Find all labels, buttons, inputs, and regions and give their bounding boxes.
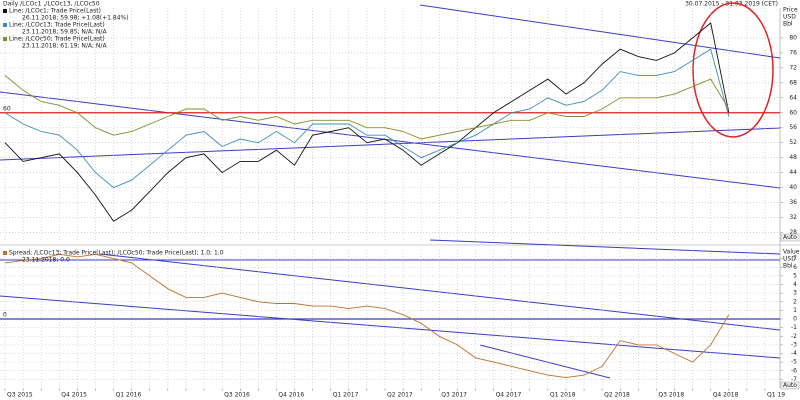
y-tick-label: 56 (789, 124, 797, 131)
y-tick-label: -5 (791, 359, 797, 366)
trend-lines (0, 4, 781, 379)
y-tick-label: 64 (789, 94, 797, 101)
x-tick-label: Q4 2018 (713, 392, 739, 399)
axis-label: Value (783, 249, 800, 256)
y-tick-label: 5 (793, 272, 797, 279)
series-line (4, 253, 730, 379)
y-tick-label: 4 (793, 281, 797, 288)
trend-line (419, 4, 781, 59)
y-tick-label: 28 (789, 229, 797, 236)
x-tick-label: Q4 2017 (496, 392, 522, 399)
y-tick-label: -2 (791, 333, 797, 340)
y-tick-label: 36 (789, 199, 797, 206)
chart-title: Daily /LCOc1 ,/LCOc13, /LCOc50 (3, 1, 100, 8)
legend-name: Line; /LCOc1; Trade Price(Last) (9, 8, 101, 15)
x-tick-label: Q4 2015 (61, 392, 87, 399)
axis-label: USD (783, 14, 796, 21)
y-tick-label: 1 (793, 307, 797, 314)
axis-label: Bbl (783, 21, 793, 28)
y-tick-label: 72 (789, 64, 797, 71)
y-tick-label: 76 (789, 49, 797, 56)
trend-line (99, 253, 781, 331)
x-tick-label: Q3 2016 (224, 392, 250, 399)
y-tick-label: 48 (789, 154, 797, 161)
x-tick-label: Q1 2016 (116, 392, 142, 399)
series-line (4, 48, 730, 189)
auto-button-label: Auto (783, 234, 797, 241)
y-tick-label: 68 (789, 79, 797, 86)
y-tick-label: 40 (789, 184, 797, 191)
highlight-ellipse (692, 2, 774, 138)
y-tick-label: -3 (791, 341, 797, 348)
y-tick-label: 44 (789, 169, 797, 176)
legend-swatch (3, 23, 7, 27)
legend-last: 26.11.2018; 59.98; +1.08(+1.84%) (22, 15, 129, 22)
legend-name: Line; /LCOc50; Trade Price(Last) (9, 36, 105, 43)
y-tick-label: 80 (789, 34, 797, 41)
y-tick-label: -1 (791, 324, 797, 331)
y-tick-label: 2 (793, 298, 797, 305)
legend-name: Spread; /LCOc13; Trade Price(Last); /LCO… (9, 250, 224, 257)
legend-last: 23.11.2018; 59.85; N/A; N/A (22, 29, 107, 36)
auto-button[interactable] (780, 381, 800, 390)
legend-last: 23.11.2018; 0.0 (22, 257, 70, 264)
y-tick-label: 52 (789, 139, 797, 146)
x-tick-label: Q4 2016 (278, 392, 304, 399)
trend-line (429, 239, 781, 255)
legend-swatch (3, 37, 7, 41)
trend-line (479, 344, 611, 379)
y-tick-label: 6 (793, 264, 797, 271)
y-tick-label: 0 (793, 316, 797, 323)
y-tick-label: -7 (791, 376, 797, 383)
axis-label: Bbl (783, 263, 793, 270)
x-tick-label: Q1 2017 (333, 392, 359, 399)
y-tick-label: 60 (789, 109, 797, 116)
reference-label: 0 (3, 312, 7, 319)
x-tick-label: Q2 2018 (604, 392, 630, 399)
x-tick-label: Q3 2018 (658, 392, 684, 399)
axis-label: Price (783, 7, 798, 14)
x-tick-label: Q3 2015 (7, 392, 33, 399)
x-tick-label: Q3 2017 (441, 392, 467, 399)
legend-swatch (3, 9, 7, 13)
x-tick-label: Q1 19 (767, 392, 785, 399)
auto-button-label: Auto (783, 382, 797, 389)
y-tick-label: -6 (791, 367, 797, 374)
trend-line (0, 295, 781, 359)
date-range: 30.07.2015 - 31.03.2019 (CET) (685, 1, 778, 8)
series-line (4, 22, 730, 222)
y-tick-label: 32 (789, 214, 797, 221)
legend-name: Line; /LCOc13; Trade Price(Last) (9, 22, 105, 29)
axis-label: USD (783, 256, 796, 263)
y-tick-label: 3 (793, 290, 797, 297)
y-tick-label: 7 (793, 255, 797, 262)
series-line (4, 75, 730, 140)
x-tick-label: Q1 2018 (550, 392, 576, 399)
trend-line (0, 91, 781, 189)
y-tick-label: -4 (791, 350, 797, 357)
trend-line (0, 127, 781, 161)
reference-label: 60 (3, 105, 11, 112)
legend-last: 23.11.2018; 61.19; N/A; N/A (22, 43, 107, 50)
legend-swatch (3, 251, 7, 255)
x-tick-label: Q2 2017 (387, 392, 413, 399)
auto-button[interactable] (780, 233, 800, 242)
